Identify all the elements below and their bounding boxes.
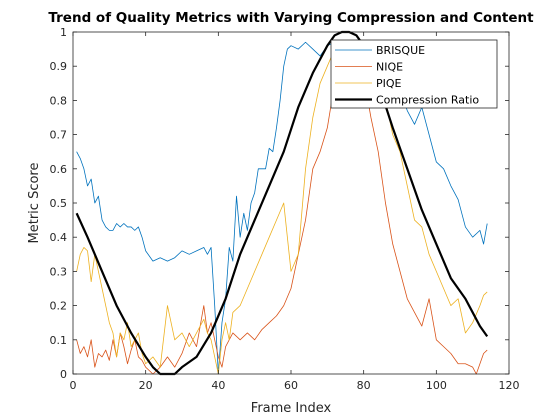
legend-box [330,39,498,109]
legend-label-brisque: BRISQUE [376,44,425,57]
y-axis-label: Metric Score [27,163,42,244]
y-tick-label: 0.2 [50,300,68,313]
y-tick-label: 0.7 [50,129,68,142]
series-line-piqe [76,41,488,375]
legend: BRISQUE NIQE PIQE Compression Ratio [330,39,498,109]
y-tick-label: 0.9 [50,60,68,73]
y-tick-label: 0.4 [50,231,68,244]
y-tick-label: 0 [60,368,67,381]
y-tick-label: 0.3 [50,265,68,278]
x-axis-label: Frame Index [251,401,332,416]
x-tick-label: 120 [499,379,520,392]
x-tick-label: 40 [211,379,225,392]
x-tick-label: 0 [70,379,77,392]
y-tick-label: 1 [60,26,67,39]
x-axis-ticks: 0 20 40 60 80 100 120 [70,32,520,392]
legend-label-compression-ratio: Compression Ratio [376,94,479,107]
y-axis-ticks: 0 0.1 0.2 0.3 0.4 0.5 0.6 0.7 0.8 0.9 1 [50,26,509,381]
x-tick-label: 60 [284,379,298,392]
y-tick-label: 0.6 [50,163,68,176]
x-tick-label: 20 [139,379,153,392]
series-line-compression-ratio [75,30,489,376]
x-tick-label: 100 [426,379,447,392]
legend-entries: BRISQUE NIQE PIQE Compression Ratio [335,44,479,107]
legend-label-piqe: PIQE [376,77,402,90]
x-tick-label: 80 [357,379,371,392]
legend-label-niqe: NIQE [376,61,403,74]
y-tick-label: 0.5 [50,197,68,210]
y-tick-label: 0.1 [50,334,68,347]
y-tick-label: 0.8 [50,94,68,107]
chart-title: Trend of Quality Metrics with Varying Co… [48,10,534,26]
